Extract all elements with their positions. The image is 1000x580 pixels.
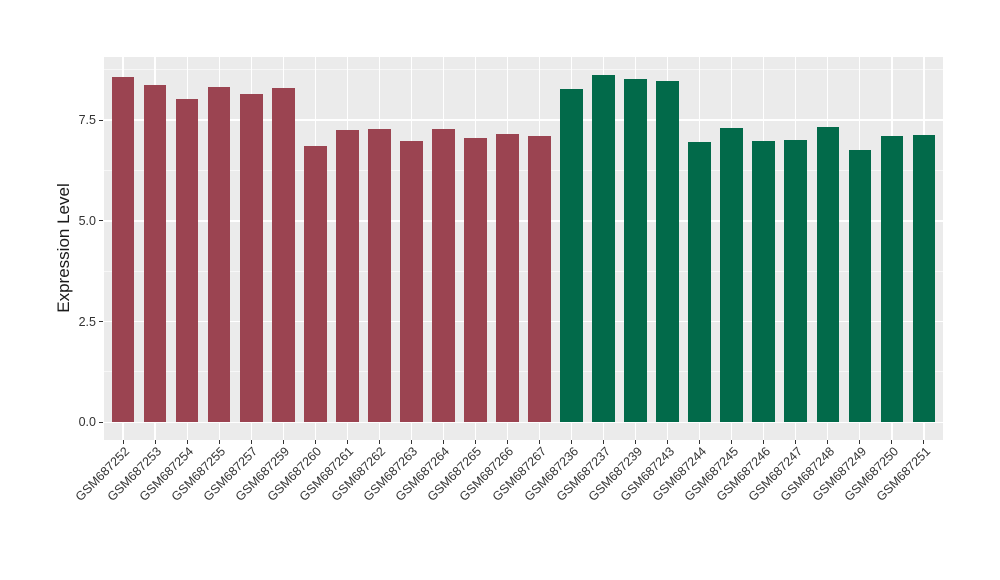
y-tick-label: 5.0 bbox=[78, 213, 96, 228]
x-tick-mark bbox=[218, 440, 220, 444]
x-tick-mark bbox=[731, 440, 733, 444]
bar-GSM687263 bbox=[400, 140, 423, 423]
y-tick-label: 7.5 bbox=[78, 113, 96, 128]
y-minor-gridline bbox=[104, 270, 943, 272]
x-tick-mark bbox=[891, 440, 893, 444]
bar-GSM687237 bbox=[592, 74, 615, 423]
x-tick-mark bbox=[122, 440, 124, 444]
bar-GSM687236 bbox=[560, 89, 583, 423]
bar-GSM687253 bbox=[144, 84, 167, 423]
y-major-gridline bbox=[104, 320, 943, 323]
y-minor-gridline bbox=[104, 169, 943, 171]
x-tick-mark bbox=[154, 440, 156, 444]
bar-GSM687259 bbox=[272, 88, 295, 423]
x-tick-mark bbox=[186, 440, 188, 444]
bar-GSM687264 bbox=[432, 128, 455, 423]
x-tick-mark bbox=[410, 440, 412, 444]
bar-GSM687267 bbox=[528, 136, 551, 423]
bar-GSM687251 bbox=[912, 135, 935, 423]
x-tick-mark bbox=[378, 440, 380, 444]
y-tick-label: 0.0 bbox=[78, 415, 96, 430]
bar-GSM687248 bbox=[816, 127, 839, 423]
x-tick-mark bbox=[539, 440, 540, 444]
x-tick-mark bbox=[250, 440, 252, 444]
x-tick-mark bbox=[282, 440, 284, 444]
bar-GSM687265 bbox=[464, 138, 487, 423]
y-tick-mark bbox=[99, 220, 103, 222]
bar-GSM687247 bbox=[784, 139, 807, 423]
y-axis-title: Expression Level bbox=[54, 183, 73, 313]
x-tick-mark bbox=[442, 440, 444, 444]
x-tick-mark bbox=[827, 440, 829, 444]
bar-GSM687243 bbox=[656, 81, 679, 423]
bar-GSM687244 bbox=[688, 142, 711, 423]
x-tick-mark bbox=[314, 440, 316, 444]
bar-GSM687257 bbox=[240, 93, 263, 423]
x-tick-mark bbox=[571, 440, 573, 444]
y-major-gridline bbox=[104, 220, 943, 222]
bar-GSM687255 bbox=[208, 87, 231, 423]
x-tick-mark bbox=[635, 440, 637, 444]
x-tick-mark bbox=[859, 440, 861, 444]
bar-GSM687250 bbox=[880, 136, 903, 423]
bar-GSM687245 bbox=[720, 127, 743, 423]
bar-GSM687262 bbox=[368, 128, 391, 423]
x-tick-mark bbox=[346, 440, 348, 444]
y-tick-label: 2.5 bbox=[78, 314, 96, 329]
x-tick-mark bbox=[795, 440, 797, 444]
bar-GSM687249 bbox=[848, 149, 871, 423]
y-tick-mark bbox=[99, 421, 103, 423]
bar-GSM687239 bbox=[624, 78, 647, 423]
bar-GSM687266 bbox=[496, 134, 519, 423]
x-tick-mark bbox=[763, 440, 765, 444]
bar-GSM687261 bbox=[336, 129, 359, 423]
plot-panel bbox=[104, 57, 943, 440]
x-tick-mark bbox=[699, 440, 701, 444]
x-tick-mark bbox=[923, 440, 925, 444]
x-tick-mark bbox=[506, 440, 508, 444]
y-tick-mark bbox=[99, 119, 103, 121]
bar-GSM687254 bbox=[176, 98, 199, 423]
y-major-gridline bbox=[104, 421, 943, 424]
y-minor-gridline bbox=[104, 371, 943, 373]
x-tick-mark bbox=[474, 440, 476, 444]
x-tick-mark bbox=[603, 440, 605, 444]
y-tick-mark bbox=[99, 321, 103, 323]
y-minor-gridline bbox=[104, 69, 943, 71]
x-tick-mark bbox=[667, 440, 669, 444]
y-major-gridline bbox=[104, 119, 943, 121]
bar-GSM687260 bbox=[304, 145, 327, 423]
bar-GSM687252 bbox=[112, 77, 135, 423]
bar-GSM687246 bbox=[752, 141, 775, 423]
